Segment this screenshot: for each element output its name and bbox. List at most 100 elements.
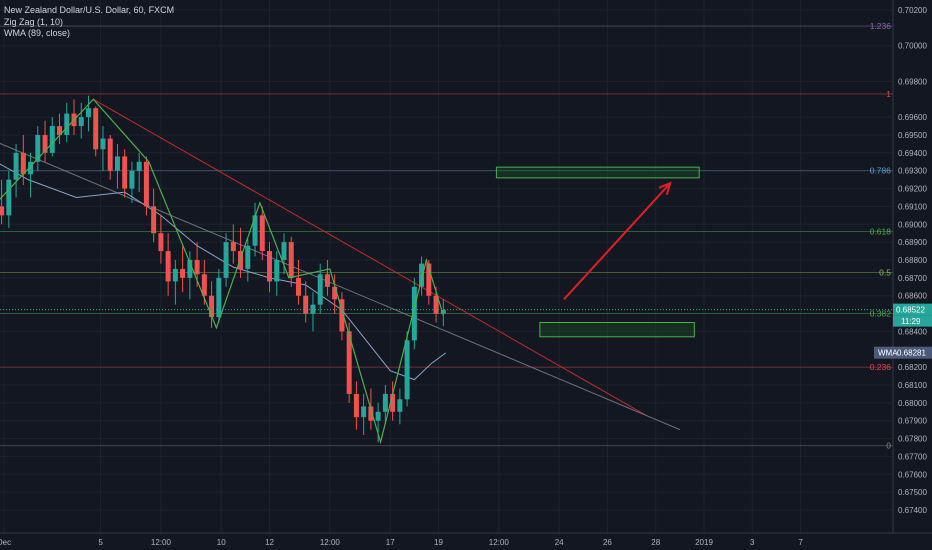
fib-label: 1.236 <box>870 21 892 31</box>
time-tick-label: 12:00 <box>151 538 172 547</box>
candle-body <box>324 274 330 287</box>
fibonacci-levels: 1.236 1 0.786 0.618 0.5 0.382 0.236 0 <box>0 21 893 451</box>
fib-label: 0.618 <box>870 226 892 236</box>
candle-body <box>245 245 251 269</box>
candle-body <box>85 108 91 118</box>
price-axis <box>893 0 932 550</box>
candle-body <box>172 268 178 282</box>
price-tick-label: 0.68200 <box>898 363 927 372</box>
candle-body <box>267 251 273 282</box>
time-tick-label: 3 <box>750 538 755 547</box>
time-tick-label: 12:00 <box>320 538 341 547</box>
candle-body <box>317 274 323 305</box>
forecast-arrow <box>563 181 672 300</box>
zone-support-zone <box>539 322 695 338</box>
candle-body <box>339 299 345 332</box>
candle-body <box>440 310 446 314</box>
countdown-value: 11:29 <box>901 317 921 326</box>
time-axis <box>0 533 932 550</box>
candle-body <box>201 274 207 296</box>
wma-badge <box>874 346 932 359</box>
candle-body <box>223 242 229 278</box>
price-tick-label: 0.68800 <box>898 256 927 265</box>
time-tick-label: 2019 <box>695 538 713 547</box>
candle-body <box>411 286 417 341</box>
candle-body <box>158 233 164 252</box>
time-tick-label: 5 <box>98 538 103 547</box>
candle-body <box>57 126 63 135</box>
zone-resistance-target <box>495 166 700 179</box>
wma-badge-value: 0.68281 <box>897 349 926 358</box>
candle-body <box>346 331 352 394</box>
price-tick-label: 0.69600 <box>898 113 927 122</box>
price-tick-label: 0.68000 <box>898 399 927 408</box>
time-tick-label: 26 <box>603 538 612 547</box>
time-tick-label: 7 <box>798 538 803 547</box>
price-tick-label: 0.69300 <box>898 167 927 176</box>
candle-body <box>397 399 403 412</box>
candle-body <box>151 206 157 234</box>
price-tick-label: 0.68600 <box>898 292 927 301</box>
time-tick-label: 12:00 <box>489 538 510 547</box>
candle-body <box>288 242 294 278</box>
candle-body <box>332 286 338 300</box>
zigzag-polyline <box>0 98 444 445</box>
legend-symbol[interactable]: New Zealand Dollar/U.S. Dollar, 60, FXCM <box>4 5 175 15</box>
candle-body <box>404 340 410 400</box>
candle-body <box>281 242 287 260</box>
candle-body <box>107 138 113 171</box>
time-tick-label: 10 <box>217 538 226 547</box>
candle-body <box>165 251 171 282</box>
time-tick-label: 12 <box>265 538 274 547</box>
price-tick-label: 0.67500 <box>898 488 927 497</box>
candle-body <box>100 138 106 150</box>
current-price-badge <box>893 303 932 316</box>
candle-body <box>35 135 41 162</box>
candle-body <box>194 260 200 275</box>
candle-body <box>295 277 301 296</box>
candle-body <box>375 411 381 421</box>
legend-wma[interactable]: WMA (89, close) <box>4 28 71 38</box>
candle-body <box>426 263 432 296</box>
candle-body <box>390 393 396 412</box>
candle-body <box>6 179 12 216</box>
candle-body <box>216 277 222 318</box>
candle-body <box>136 161 142 171</box>
candle-body <box>310 304 316 314</box>
price-tick-label: 0.68700 <box>898 274 927 283</box>
price-tick-label: 0.69500 <box>898 131 927 140</box>
candle-body <box>20 152 26 175</box>
legend-zigzag[interactable]: Zig Zag (1, 10) <box>4 16 64 27</box>
fib-label: 1 <box>886 89 891 99</box>
candle-body <box>382 393 388 412</box>
candle-body <box>209 295 215 318</box>
fib-label: 0.786 <box>870 166 892 176</box>
arrow-head <box>658 181 672 195</box>
wma-badge-label: WMA <box>878 349 898 358</box>
candle-body <box>259 215 265 252</box>
candles <box>0 95 446 443</box>
zigzag-line <box>0 98 444 445</box>
candle-body <box>230 242 236 252</box>
candle-body <box>28 161 34 175</box>
price-tick-label: 0.67600 <box>898 470 927 479</box>
candle-body <box>122 156 128 189</box>
time-tick-label: 19 <box>434 538 443 547</box>
arrow-shaft <box>563 182 671 300</box>
candle-body <box>433 295 439 314</box>
time-tick-label: Dec <box>0 538 11 547</box>
price-tick-label: 0.67800 <box>898 435 927 444</box>
grid <box>0 0 893 533</box>
candle-body <box>419 263 425 287</box>
candle-body <box>252 215 258 246</box>
fib-label: 0.382 <box>870 309 892 319</box>
candle-body <box>42 135 48 153</box>
candle-body <box>0 206 5 216</box>
candle-body <box>361 406 367 418</box>
candle-body <box>303 295 309 314</box>
price-tick-label: 0.67400 <box>898 506 927 515</box>
countdown-badge <box>893 315 932 327</box>
candle-body <box>13 152 19 180</box>
price-tick-label: 0.68900 <box>898 238 927 247</box>
